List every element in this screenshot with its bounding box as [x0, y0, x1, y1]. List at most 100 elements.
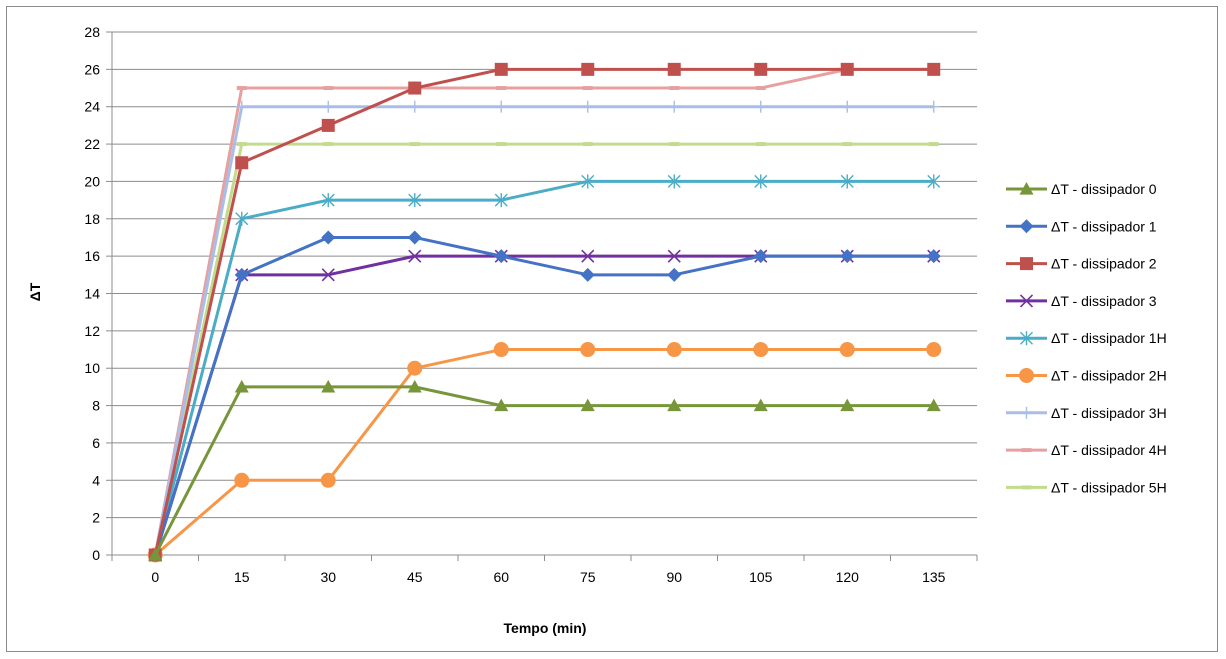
data-point — [926, 249, 941, 264]
legend-item: ΔT - dissipador 3H — [1006, 405, 1167, 421]
series-line — [153, 385, 934, 556]
y-tick-label: 22 — [84, 136, 100, 152]
data-point — [234, 379, 249, 393]
x-tick-label: 75 — [580, 569, 596, 585]
x-tick-label: 0 — [151, 569, 159, 585]
data-point — [235, 156, 249, 170]
data-point — [840, 62, 854, 76]
data-point — [494, 249, 509, 264]
series-line — [153, 67, 934, 556]
legend-label: ΔT - dissipador 0 — [1051, 181, 1157, 197]
y-tick-label: 26 — [84, 61, 100, 77]
x-axis-ticks: 0 15 30 45 60 75 90 105 120 135 — [111, 555, 978, 585]
legend-item: ΔT - dissipador 1H — [1006, 330, 1167, 346]
legend-marker — [1020, 406, 1033, 419]
data-point — [841, 100, 854, 113]
legend-item: ΔT - dissipador 1 — [1006, 218, 1157, 234]
data-point — [927, 174, 941, 189]
data-point — [926, 398, 941, 412]
data-point — [840, 174, 854, 189]
legend-item: ΔT - dissipador 2H — [1006, 368, 1167, 384]
data-point — [753, 249, 768, 264]
y-tick-label: 16 — [84, 248, 100, 264]
data-point — [754, 100, 767, 113]
y-tick-label: 20 — [84, 173, 100, 189]
data-point — [148, 548, 163, 561]
y-tick-label: 14 — [84, 286, 100, 302]
data-point — [235, 100, 248, 113]
chart-frame — [6, 6, 1218, 652]
data-point — [667, 398, 682, 412]
y-tick-label: 4 — [92, 472, 100, 488]
legend-label: ΔT - dissipador 4H — [1051, 442, 1167, 458]
y-tick-label: 28 — [84, 24, 100, 40]
data-point — [408, 81, 422, 95]
y-tick-label: 2 — [92, 510, 100, 526]
data-point — [753, 398, 768, 412]
y-tick-label: 0 — [92, 547, 100, 563]
data-point — [580, 267, 595, 282]
series-5 — [147, 342, 942, 563]
series-0 — [148, 379, 941, 561]
data-point — [753, 342, 769, 358]
data-point — [234, 267, 249, 282]
data-point — [321, 230, 336, 245]
series-2 — [148, 62, 941, 562]
data-point — [321, 379, 336, 393]
x-tick-label: 135 — [922, 569, 946, 585]
legend-label: ΔT - dissipador 2 — [1051, 256, 1157, 272]
series-4 — [148, 174, 941, 562]
series-line — [153, 179, 934, 556]
data-point — [407, 230, 422, 245]
data-point — [234, 472, 250, 488]
data-point — [667, 267, 682, 282]
legend-marker — [1020, 331, 1033, 346]
data-point — [667, 62, 681, 76]
data-point — [754, 62, 768, 76]
y-tick-label: 24 — [84, 99, 100, 115]
legend-label: ΔT - dissipador 2H — [1051, 368, 1167, 384]
x-axis-title: Tempo (min) — [504, 620, 587, 636]
data-point — [754, 174, 768, 189]
data-point — [927, 100, 940, 113]
y-tick-label: 18 — [84, 211, 100, 227]
data-point — [320, 472, 336, 488]
x-tick-label: 90 — [666, 569, 682, 585]
data-point — [408, 193, 422, 208]
x-tick-label: 60 — [493, 569, 509, 585]
data-point — [926, 342, 942, 358]
legend-label: ΔT - dissipador 1 — [1051, 218, 1157, 234]
legend-label: ΔT - dissipador 1H — [1051, 330, 1167, 346]
data-point — [840, 249, 855, 264]
x-tick-label: 105 — [749, 569, 773, 585]
plot-series — [147, 62, 942, 563]
legend-marker — [1019, 182, 1034, 195]
data-point — [581, 62, 595, 76]
data-point — [407, 379, 422, 393]
data-point — [493, 342, 509, 358]
legend-item: ΔT - dissipador 0 — [1006, 181, 1157, 197]
x-tick-label: 15 — [234, 569, 250, 585]
data-point — [408, 100, 421, 113]
data-point — [840, 398, 855, 412]
data-point — [494, 62, 508, 76]
legend-marker — [1019, 219, 1034, 234]
legend-item: ΔT - dissipador 2 — [1006, 256, 1157, 272]
legend: ΔT - dissipador 0 ΔT - dissipador 1 ΔT - d… — [1006, 181, 1167, 495]
series-7 — [150, 67, 939, 557]
legend-marker — [1019, 294, 1034, 308]
data-point — [321, 268, 335, 282]
x-tick-label: 120 — [836, 569, 860, 585]
data-point — [581, 100, 594, 113]
series-line — [153, 67, 934, 556]
gridlines — [112, 31, 977, 519]
series-line — [154, 348, 934, 557]
series-1 — [148, 230, 941, 562]
y-tick-label: 6 — [92, 435, 100, 451]
data-point — [321, 193, 335, 208]
data-point — [581, 249, 595, 263]
data-point — [668, 100, 681, 113]
legend-label: ΔT - dissipador 5H — [1051, 479, 1167, 495]
data-point — [581, 174, 595, 189]
